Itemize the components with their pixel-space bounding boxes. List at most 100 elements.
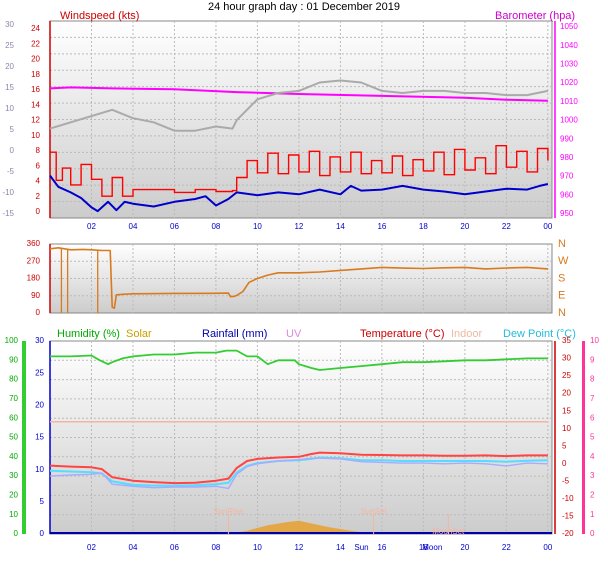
uv-tick: 4 xyxy=(590,452,595,461)
humidity-axis-bar xyxy=(22,341,26,534)
x-tick-label: 16 xyxy=(377,543,386,552)
sunset-tick-label: Sun xyxy=(354,543,368,552)
rain-tick: 25 xyxy=(35,368,44,377)
solar-area xyxy=(228,520,374,534)
x-tick-label: 06 xyxy=(170,222,179,231)
humidity-tick: 90 xyxy=(9,355,18,364)
baro-tick: 1020 xyxy=(560,78,578,87)
wind-panel-bg xyxy=(49,20,553,219)
rain-tick: 20 xyxy=(35,400,44,409)
indoor-label: Indoor xyxy=(451,328,483,340)
x-tick-label: 10 xyxy=(253,543,262,552)
temp-tick: 35 xyxy=(562,336,571,345)
compass-tick: W xyxy=(558,255,569,267)
wind-outer-tick: 5 xyxy=(10,125,15,134)
rainfall-label: Rainfall (mm) xyxy=(202,328,268,340)
x-tick-label: 12 xyxy=(294,543,303,552)
temperature-label: Temperature (°C) xyxy=(360,328,445,340)
wind-tick: 12 xyxy=(31,116,40,125)
x-tick-label: 14 xyxy=(336,543,345,552)
compass-tick: N xyxy=(558,307,566,319)
baro-series xyxy=(49,86,548,102)
baro-tick: 1030 xyxy=(560,60,578,69)
temp-tick: -5 xyxy=(562,476,570,485)
x-tick-label: 20 xyxy=(460,543,469,552)
humidity-tick: 80 xyxy=(9,375,18,384)
uv-tick: 7 xyxy=(590,394,595,403)
x-tick-label: 14 xyxy=(336,222,345,231)
humidity-tick: 70 xyxy=(9,394,18,403)
temp-tick: 20 xyxy=(562,389,571,398)
wind-outer-tick: -5 xyxy=(7,167,15,176)
x-tick-label: 06 xyxy=(170,543,179,552)
rain-tick: 15 xyxy=(35,433,44,442)
temp-panel-bg xyxy=(49,340,553,535)
uv-tick: 0 xyxy=(590,529,595,538)
x-tick-label: 08 xyxy=(211,222,220,231)
temp-tick: 30 xyxy=(562,354,571,363)
temp-tick: 25 xyxy=(562,371,571,380)
baro-tick: 960 xyxy=(560,190,574,199)
x-tick-label: 00 xyxy=(543,222,552,231)
humidity-tick: 50 xyxy=(9,433,18,442)
marker-label-0: SunRise xyxy=(213,507,244,516)
x-tick-label: 18 xyxy=(419,543,428,552)
x-tick-label: 04 xyxy=(129,222,138,231)
temp-tick: -20 xyxy=(562,529,574,538)
moonset-tick-label: Moon xyxy=(422,543,442,552)
x-tick-label: 18 xyxy=(419,222,428,231)
wind-tick: 16 xyxy=(31,85,40,94)
uv-tick: 5 xyxy=(590,433,595,442)
uv-tick: 6 xyxy=(590,413,595,422)
compass-tick: N xyxy=(558,238,566,250)
humidity-tick: 100 xyxy=(5,336,19,345)
temp-tick: 15 xyxy=(562,406,571,415)
baro-tick: 980 xyxy=(560,153,574,162)
humidity-label: Humidity (%) xyxy=(57,328,120,340)
uv-tick: 10 xyxy=(590,336,599,345)
avg-wind-series xyxy=(49,79,549,132)
wind-tick: 20 xyxy=(31,55,40,64)
marker-label-1: SunSet xyxy=(360,507,387,516)
humidity-tick: 30 xyxy=(9,471,18,480)
direction-series xyxy=(49,247,548,309)
wind-tick: 18 xyxy=(31,70,40,79)
direction-tick: 90 xyxy=(31,291,40,300)
uv-axis-bar xyxy=(582,341,585,534)
humidity-tick: 20 xyxy=(9,491,18,500)
rain-tick: 0 xyxy=(40,529,45,538)
wind-outer-tick: 10 xyxy=(5,104,14,113)
humidity-series xyxy=(50,349,548,371)
x-tick-label: 10 xyxy=(253,222,262,231)
x-tick-label: 22 xyxy=(502,222,511,231)
solar-label: Solar xyxy=(126,328,152,340)
x-tick-label: 08 xyxy=(211,543,220,552)
uv-tick: 1 xyxy=(590,510,595,519)
baro-tick: 1010 xyxy=(560,97,578,106)
baro-label: Barometer (hpa) xyxy=(495,10,576,22)
marker-label-2: MoonSet xyxy=(432,527,465,536)
humidity-tick: 60 xyxy=(9,413,18,422)
uv-tick: 9 xyxy=(590,355,595,364)
temp-tick: 0 xyxy=(562,459,567,468)
humidity-tick: 10 xyxy=(9,510,18,519)
baro-tick: 1040 xyxy=(560,41,578,50)
low-series xyxy=(49,457,548,490)
x-tick-label: 16 xyxy=(377,222,386,231)
wind-outer-tick: 20 xyxy=(5,62,14,71)
rain-tick: 30 xyxy=(35,336,44,345)
wind-outer-tick: -15 xyxy=(2,209,14,218)
direction-tick: 180 xyxy=(27,274,41,283)
baro-tick: 1000 xyxy=(560,116,578,125)
humidity-tick: 40 xyxy=(9,452,18,461)
uv-tick: 8 xyxy=(590,375,595,384)
temp-tick: -10 xyxy=(562,494,574,503)
temperature-series xyxy=(49,451,548,485)
wind-outer-tick: 15 xyxy=(5,83,14,92)
direction-panel-bg xyxy=(49,243,553,314)
dew-point-label: Dew Point (°C) xyxy=(503,328,576,340)
uv-tick: 3 xyxy=(590,471,595,480)
uv-tick: 2 xyxy=(590,491,595,500)
